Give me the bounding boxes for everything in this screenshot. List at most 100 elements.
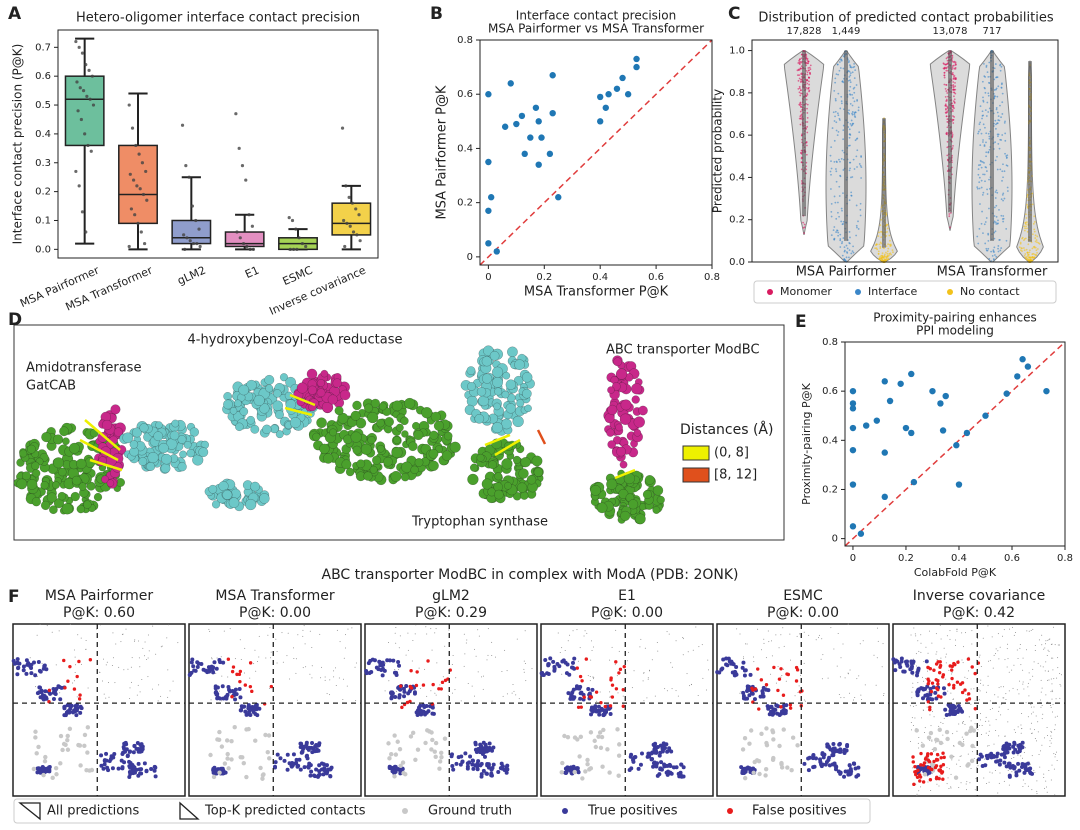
prediction-dot: [334, 667, 336, 669]
violin-dot: [848, 109, 850, 112]
violin-dot: [983, 144, 986, 146]
protein-residue: [101, 475, 109, 484]
true-positive: [62, 706, 67, 711]
violin-dot: [999, 104, 1001, 107]
y-tick-label: 0: [467, 252, 473, 263]
prediction-dot: [836, 665, 838, 667]
violin-dot: [806, 112, 809, 114]
prediction-dot: [962, 721, 964, 723]
violin-dot: [978, 176, 981, 179]
true-positive: [273, 760, 278, 765]
prediction-dot: [134, 639, 136, 641]
prediction-dot: [1050, 742, 1052, 744]
data-point: [849, 446, 857, 454]
prediction-dot: [1027, 686, 1029, 688]
protein-residue: [501, 390, 510, 399]
true-positive: [831, 742, 836, 747]
prediction-dot: [615, 629, 617, 631]
prediction-dot: [1049, 746, 1051, 748]
violin-dot: [849, 123, 852, 125]
false-positive: [443, 678, 448, 683]
prediction-dot: [1052, 669, 1054, 671]
true-positive: [450, 763, 455, 768]
violin-dot: [806, 93, 809, 96]
violin-dot: [853, 91, 856, 94]
true-positive: [304, 740, 309, 745]
prediction-dot: [1013, 664, 1015, 666]
false-positive: [426, 659, 430, 663]
prediction-dot: [875, 684, 877, 686]
prediction-dot: [1056, 677, 1058, 679]
true-positive: [771, 708, 776, 713]
violin-dot: [1036, 251, 1038, 254]
true-positive: [306, 747, 311, 752]
prediction-dot: [883, 693, 885, 695]
ground-truth: [439, 754, 444, 760]
violin-dot: [879, 256, 881, 258]
violin-dot: [806, 59, 809, 62]
prediction-dot: [143, 655, 145, 657]
ground-truth: [560, 760, 565, 766]
violin-dot: [878, 243, 881, 246]
prediction-dot: [1045, 786, 1047, 788]
violin-dot: [829, 154, 832, 157]
prediction-dot: [561, 647, 563, 649]
true-positive: [638, 762, 643, 767]
violin-dot: [996, 133, 999, 136]
prediction-dot: [682, 637, 684, 639]
prediction-dot: [1040, 691, 1042, 693]
protein-residue: [327, 394, 338, 405]
violin-dot: [945, 57, 948, 60]
prediction-dot: [267, 634, 269, 636]
violin-dot: [834, 201, 837, 204]
violin-dot: [885, 255, 888, 258]
prediction-dot: [770, 640, 772, 642]
protein-residue: [376, 418, 385, 428]
violin-dot: [985, 247, 988, 250]
violin-dot: [859, 208, 862, 211]
true-positive: [136, 761, 141, 766]
prediction-dot: [292, 647, 294, 649]
ground-truth: [565, 734, 571, 740]
protein-residue: [71, 475, 82, 486]
violin-dot: [859, 202, 862, 205]
true-positive: [655, 773, 660, 778]
violin-dot: [799, 115, 802, 118]
prediction-dot: [463, 633, 465, 635]
protein-residue: [367, 411, 379, 424]
prediction-dot: [591, 650, 593, 652]
violin-dot: [944, 95, 947, 98]
prediction-dot: [1035, 715, 1037, 717]
violin-dot: [840, 59, 843, 62]
prediction-dot: [1019, 680, 1021, 682]
prediction-dot: [765, 686, 767, 688]
violin-dot: [853, 168, 856, 170]
prediction-dot: [801, 624, 803, 626]
violin-dot: [840, 157, 843, 160]
prediction-dot: [929, 739, 931, 741]
data-point: [187, 175, 191, 179]
map-title: ESMC: [783, 588, 823, 604]
protein-residue: [329, 428, 337, 437]
prediction-dot: [157, 700, 159, 702]
prediction-dot: [664, 688, 666, 690]
prediction-dot: [763, 642, 765, 644]
violin-dot: [874, 247, 877, 250]
prediction-dot: [569, 634, 571, 636]
prediction-dot: [1008, 784, 1010, 786]
prediction-dot: [1022, 669, 1024, 671]
protein-residue: [186, 448, 195, 458]
prediction-dot: [1036, 740, 1038, 742]
prediction-dot: [997, 696, 999, 698]
violin-dot: [1003, 121, 1006, 124]
prediction-dot: [572, 630, 574, 632]
true-positive: [560, 659, 565, 664]
violin-dot: [798, 91, 801, 94]
violin-dot: [877, 250, 880, 253]
prediction-dot: [269, 627, 271, 629]
prediction-dot: [940, 657, 942, 659]
prediction-dot: [36, 634, 38, 636]
violin-dot: [835, 73, 838, 76]
prediction-dot: [523, 671, 525, 673]
violin-dot: [836, 134, 839, 137]
